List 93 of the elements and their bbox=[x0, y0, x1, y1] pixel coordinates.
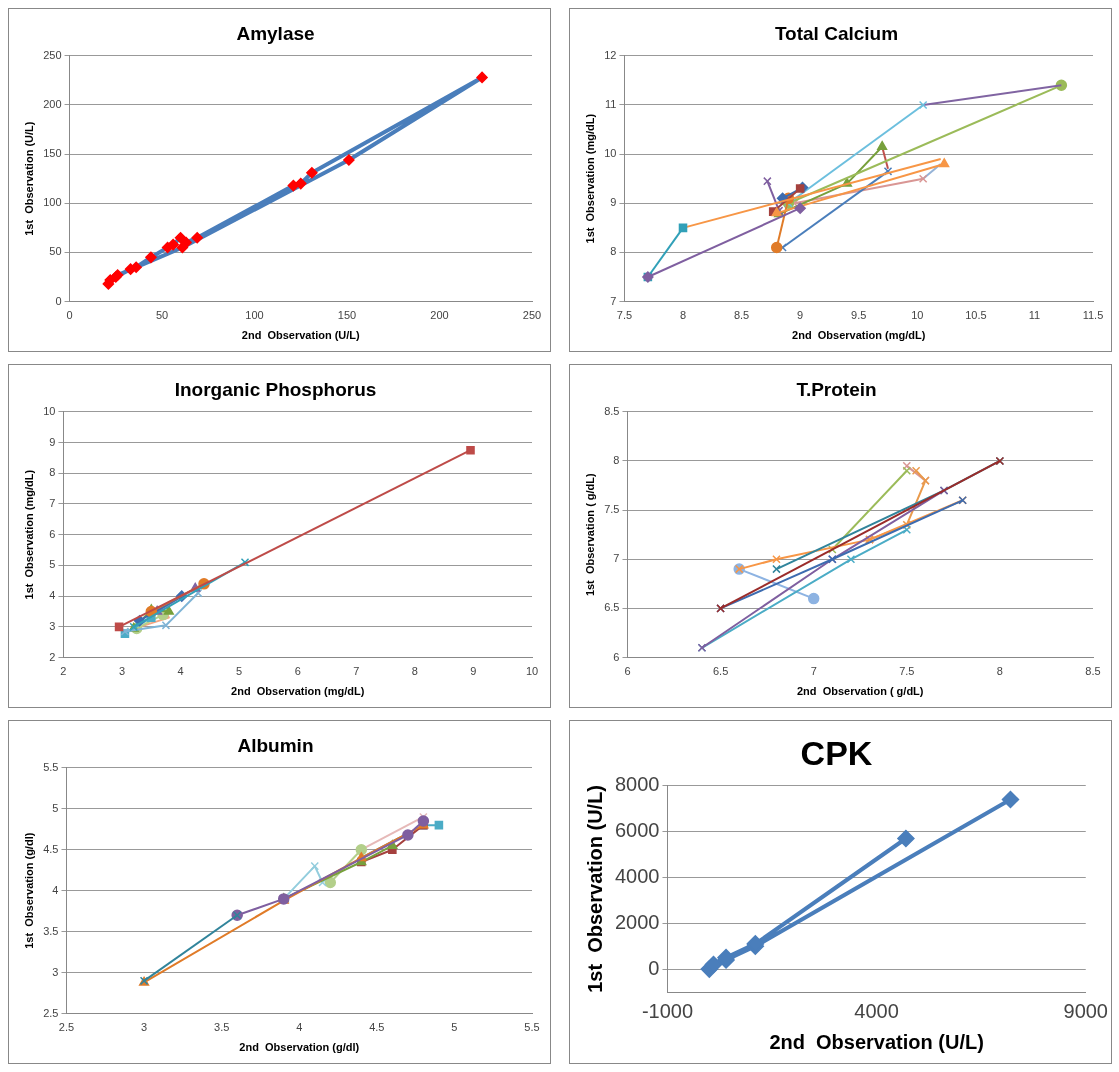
y-tick-label: 10 bbox=[43, 404, 56, 417]
x-tick-label: 3 bbox=[141, 1021, 148, 1034]
x-tick-label: 150 bbox=[337, 309, 357, 322]
x-tick-label: 11.5 bbox=[1082, 309, 1104, 322]
y-tick-label: 150 bbox=[43, 147, 62, 160]
y-tick-label: 6 bbox=[49, 527, 56, 540]
x-tick-label: 6.5 bbox=[712, 665, 729, 678]
y-tick-label: 4 bbox=[49, 589, 56, 602]
y-axis-title: 1st Observation ( g/dL) bbox=[583, 472, 596, 597]
x-tick-label: 8.5 bbox=[733, 309, 750, 322]
y-tick-label: 50 bbox=[49, 245, 62, 258]
chart-title: Total Calcium bbox=[774, 22, 899, 44]
y-axis-title: 1st Observation (g/dl) bbox=[22, 832, 35, 949]
y-tick-label: 6000 bbox=[614, 819, 660, 842]
y-tick-label: 3.5 bbox=[43, 924, 59, 937]
x-tick-label: 5 bbox=[451, 1021, 458, 1034]
y-tick-label: 9 bbox=[49, 435, 56, 448]
y-tick-label: 3 bbox=[49, 619, 56, 632]
x-tick-label: 4.5 bbox=[369, 1021, 385, 1034]
y-tick-label: 4.5 bbox=[43, 842, 59, 855]
y-tick-label: 3 bbox=[52, 965, 59, 978]
y-tick-label: 6 bbox=[613, 650, 620, 663]
x-tick-label: 9 bbox=[470, 665, 477, 678]
chart-title: CPK bbox=[800, 733, 873, 772]
y-tick-label: 5 bbox=[52, 801, 59, 814]
y-tick-label: 4000 bbox=[614, 864, 660, 887]
y-axis-title: 1st Observation (U/L) bbox=[583, 784, 606, 993]
y-tick-label: 11 bbox=[605, 97, 617, 110]
y-tick-label: 8000 bbox=[614, 773, 660, 796]
x-tick-label: 9 bbox=[797, 309, 804, 322]
x-tick-label: 5 bbox=[236, 665, 243, 678]
y-tick-label: 10 bbox=[604, 147, 617, 160]
x-tick-label: 4000 bbox=[854, 999, 899, 1022]
y-tick-label: 0 bbox=[55, 294, 62, 307]
x-tick-label: 250 bbox=[522, 309, 542, 322]
x-axis-title: 2nd Observation (mg/dL) bbox=[792, 329, 926, 342]
x-tick-label: 8.5 bbox=[1085, 665, 1101, 678]
x-tick-label: 9.5 bbox=[851, 309, 867, 322]
x-tick-label: 50 bbox=[155, 309, 169, 322]
y-axis-title: 1st Observation (mg/dL) bbox=[22, 469, 35, 600]
x-tick-label: 7 bbox=[353, 665, 360, 678]
y-tick-label: 8.5 bbox=[604, 404, 620, 417]
chart-title: Amylase bbox=[236, 22, 315, 44]
y-tick-label: 4 bbox=[52, 883, 59, 896]
x-tick-label: 9000 bbox=[1063, 999, 1108, 1022]
y-tick-label: 8 bbox=[610, 245, 617, 258]
x-axis-title: 2nd Observation (mg/dL) bbox=[231, 685, 365, 698]
y-tick-label: 200 bbox=[43, 97, 62, 110]
x-axis-title: 2nd Observation (U/L) bbox=[241, 329, 361, 342]
y-tick-label: 7 bbox=[49, 497, 56, 510]
x-axis-title: 2nd Observation (g/dl) bbox=[239, 1041, 360, 1054]
x-tick-label: 11 bbox=[1028, 309, 1041, 322]
y-tick-label: 12 bbox=[604, 48, 617, 61]
y-tick-label: 250 bbox=[43, 48, 62, 61]
y-tick-label: 100 bbox=[43, 196, 62, 209]
x-tick-label: 3.5 bbox=[214, 1021, 230, 1034]
y-tick-label: 6.5 bbox=[604, 601, 620, 614]
y-axis-title: 1st Observation (U/L) bbox=[22, 121, 35, 236]
y-tick-label: 5.5 bbox=[43, 760, 59, 773]
y-axis-title: 1st Observation (mg/dL) bbox=[583, 113, 596, 244]
x-tick-label: 4 bbox=[177, 665, 184, 678]
x-tick-label: 6 bbox=[624, 665, 631, 678]
x-axis-title: 2nd Observation (U/L) bbox=[769, 1030, 984, 1053]
x-axis-title: 2nd Observation ( g/dL) bbox=[796, 685, 924, 698]
x-tick-label: 10 bbox=[525, 665, 539, 678]
x-tick-label: 8 bbox=[996, 665, 1003, 678]
chart-title: T.Protein bbox=[796, 378, 877, 400]
y-tick-label: 2 bbox=[49, 650, 56, 663]
x-tick-label: 100 bbox=[245, 309, 264, 322]
x-tick-label: 200 bbox=[430, 309, 449, 322]
x-tick-label: 0 bbox=[66, 309, 73, 322]
x-tick-label: 5.5 bbox=[524, 1021, 540, 1034]
y-tick-label: 5 bbox=[49, 558, 56, 571]
chart-title: Albumin bbox=[237, 734, 314, 756]
y-tick-label: 7 bbox=[613, 552, 620, 565]
y-tick-label: 2000 bbox=[614, 910, 660, 933]
x-tick-label: 4 bbox=[296, 1021, 303, 1034]
y-tick-label: 0 bbox=[648, 956, 660, 979]
x-tick-label: 7 bbox=[810, 665, 817, 678]
y-tick-label: 8 bbox=[49, 466, 56, 479]
y-tick-label: 8 bbox=[613, 453, 620, 466]
x-tick-label: 8 bbox=[411, 665, 418, 678]
x-tick-label: 8 bbox=[679, 309, 687, 322]
x-tick-label: 10.5 bbox=[965, 309, 987, 322]
x-tick-label: 6 bbox=[294, 665, 301, 678]
x-tick-label: 7.5 bbox=[899, 665, 915, 678]
x-tick-label: 10 bbox=[911, 309, 924, 322]
y-tick-label: 7 bbox=[610, 294, 617, 307]
y-tick-label: 9 bbox=[610, 196, 617, 209]
x-tick-label: 3 bbox=[118, 665, 126, 678]
y-tick-label: 7.5 bbox=[604, 503, 620, 516]
chart-title: Inorganic Phosphorus bbox=[174, 378, 377, 400]
x-tick-label: -1000 bbox=[641, 999, 694, 1022]
